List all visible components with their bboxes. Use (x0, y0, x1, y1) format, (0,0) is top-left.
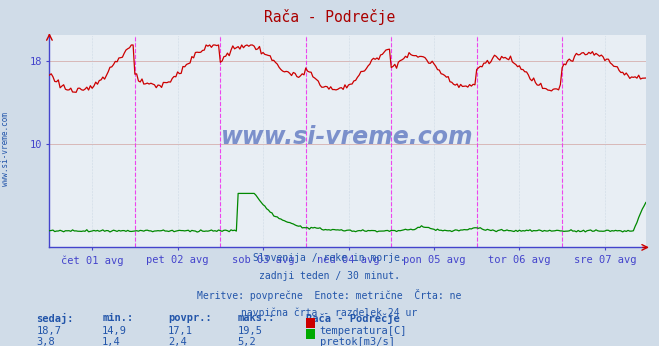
Text: 1,4: 1,4 (102, 337, 121, 346)
Text: maks.:: maks.: (237, 313, 275, 323)
Text: min.:: min.: (102, 313, 133, 323)
Text: www.si-vreme.com: www.si-vreme.com (221, 125, 474, 149)
Text: Rača - Podrečje: Rača - Podrečje (306, 313, 400, 324)
Text: povpr.:: povpr.: (168, 313, 212, 323)
Text: Meritve: povprečne  Enote: metrične  Črta: ne: Meritve: povprečne Enote: metrične Črta:… (197, 289, 462, 301)
Text: 18,7: 18,7 (36, 326, 61, 336)
Text: 14,9: 14,9 (102, 326, 127, 336)
Text: Slovenija / reke in morje.: Slovenija / reke in morje. (253, 253, 406, 263)
Text: www.si-vreme.com: www.si-vreme.com (1, 112, 10, 186)
Text: temperatura[C]: temperatura[C] (320, 326, 407, 336)
Text: 17,1: 17,1 (168, 326, 193, 336)
Text: navpična črta - razdelek 24 ur: navpična črta - razdelek 24 ur (241, 307, 418, 318)
Text: 2,4: 2,4 (168, 337, 186, 346)
Text: Rača - Podrečje: Rača - Podrečje (264, 9, 395, 25)
Text: pretok[m3/s]: pretok[m3/s] (320, 337, 395, 346)
Text: 5,2: 5,2 (237, 337, 256, 346)
Text: 19,5: 19,5 (237, 326, 262, 336)
Text: 3,8: 3,8 (36, 337, 55, 346)
Text: zadnji teden / 30 minut.: zadnji teden / 30 minut. (259, 271, 400, 281)
Text: sedaj:: sedaj: (36, 313, 74, 324)
